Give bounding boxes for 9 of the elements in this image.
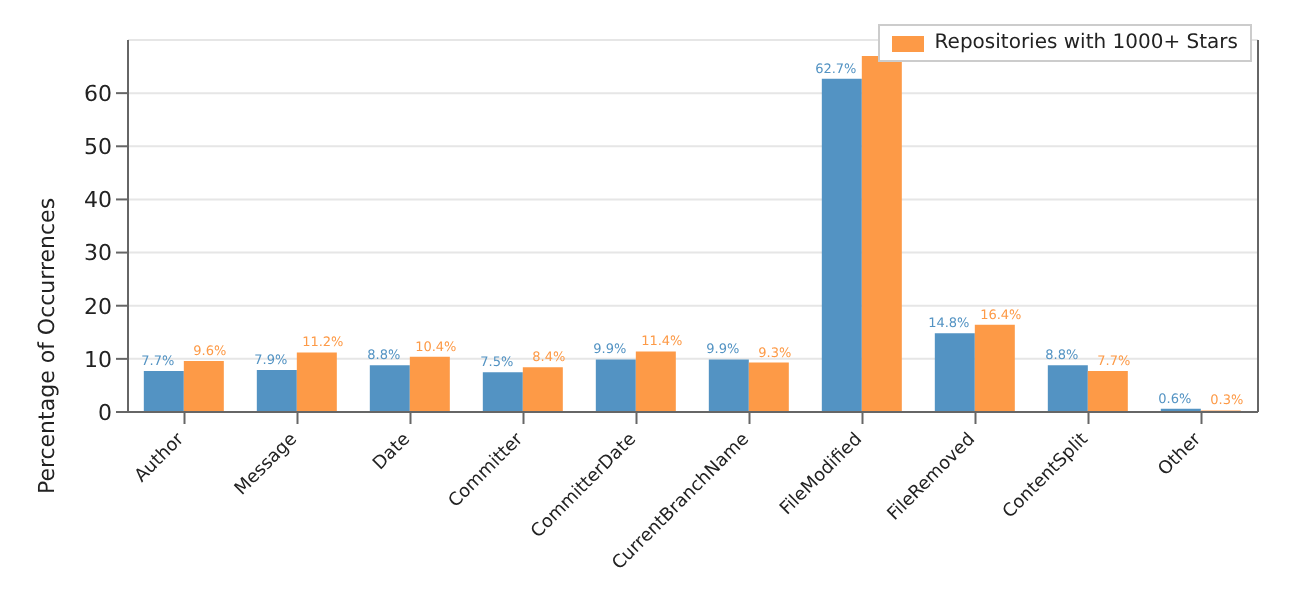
y-tick-label: 40: [84, 187, 112, 214]
y-tick-label: 50: [84, 134, 112, 161]
y-tick-label: 0: [98, 399, 112, 426]
y-axis-title: Percentage of Occurrences: [33, 197, 60, 495]
y-tick-label: 60: [84, 80, 112, 107]
y-tick-label: 10: [84, 346, 112, 373]
y-tick-label: 20: [84, 293, 112, 320]
legend-label: Repositories with 1000+ Stars: [934, 32, 1238, 54]
y-tick-label: 30: [84, 240, 112, 267]
